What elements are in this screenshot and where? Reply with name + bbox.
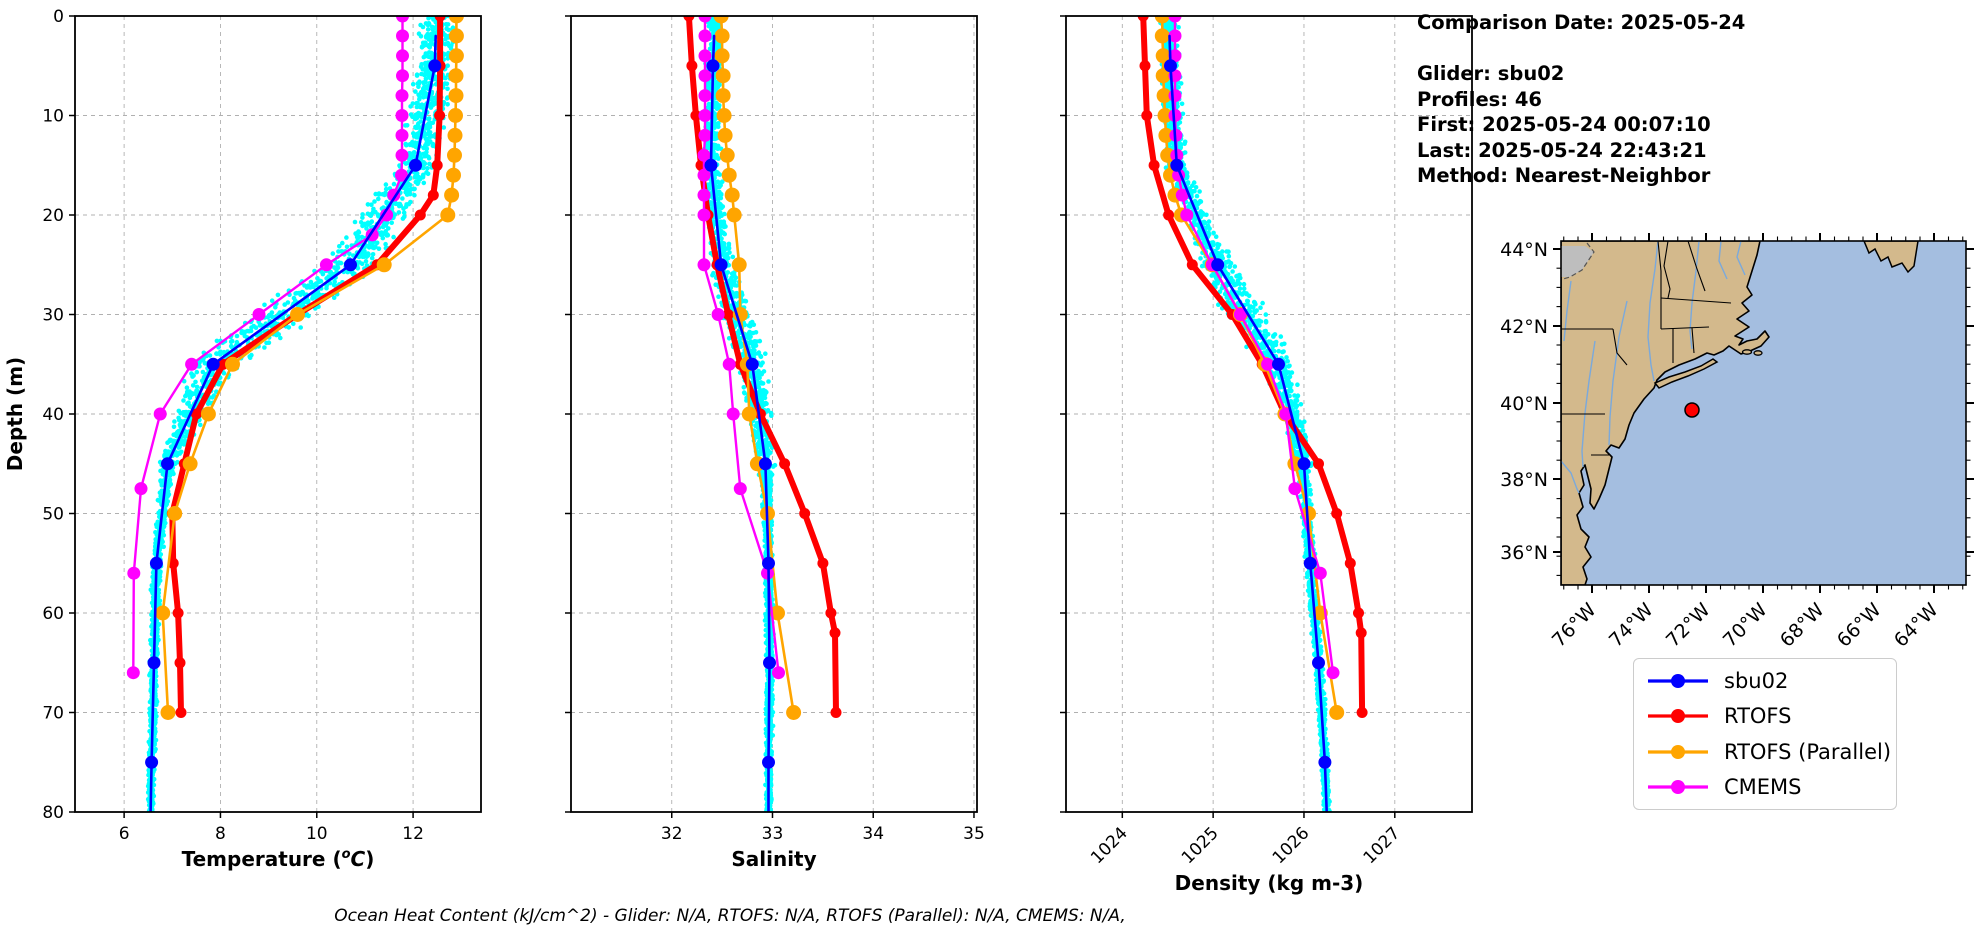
svg-text:6: 6 bbox=[119, 824, 130, 844]
svg-text:8: 8 bbox=[215, 824, 226, 844]
svg-text:40: 40 bbox=[42, 405, 64, 425]
comparison-info-block: Comparison Date: 2025-05-24 Glider: sbu0… bbox=[1417, 10, 1977, 189]
gridlines bbox=[1066, 16, 1472, 812]
x-axis: 32 33 34 35 bbox=[661, 812, 985, 844]
legend-label: RTOFS bbox=[1724, 704, 1792, 729]
temperature-panel: 6 8 10 12 0 10 20 30 40 50 60 70 80 Temperature (oC) D… bbox=[3, 7, 482, 871]
legend-item-sbu02: sbu02 bbox=[1634, 666, 1896, 696]
legend-item-cmems: CMEMS bbox=[1634, 772, 1896, 802]
last-profile-time: Last: 2025-05-24 22:43:21 bbox=[1417, 138, 1707, 162]
x-axis-label: Temperature (oC) bbox=[182, 847, 375, 871]
map-land bbox=[1561, 241, 1770, 585]
svg-text:60: 60 bbox=[42, 604, 64, 624]
profiles-count: Profiles: 46 bbox=[1417, 87, 1542, 111]
density-panel: 1024 1025 1026 1027 Density (kg m-3) bbox=[1060, 15, 1473, 895]
map-rivers bbox=[1561, 241, 1746, 494]
svg-text:10: 10 bbox=[306, 824, 328, 844]
glider-position-marker bbox=[1684, 402, 1700, 418]
legend-item-rtofs: RTOFS bbox=[1634, 701, 1896, 731]
series-sbu02 bbox=[145, 34, 442, 812]
legend-line-sample bbox=[1648, 709, 1708, 724]
gridlines bbox=[571, 16, 977, 812]
legend-label: RTOFS (Parallel) bbox=[1724, 739, 1892, 764]
svg-text:0: 0 bbox=[53, 7, 64, 27]
y-axis bbox=[1060, 15, 1066, 813]
map-nova-scotia bbox=[1863, 241, 1919, 274]
svg-text:80: 80 bbox=[42, 803, 64, 823]
x-axis-label: Density (kg m-3) bbox=[1175, 871, 1364, 895]
y-axis: 0 10 20 30 40 50 60 70 80 bbox=[42, 7, 75, 823]
map-long-island bbox=[1653, 358, 1719, 389]
svg-text:30: 30 bbox=[42, 306, 64, 326]
series-rtofs-parallel- bbox=[155, 16, 464, 720]
series-cmems bbox=[697, 16, 785, 680]
map-island bbox=[1753, 350, 1763, 356]
map-state-borders bbox=[1561, 241, 1732, 456]
spacer-line bbox=[1417, 36, 1977, 62]
y-axis bbox=[565, 15, 571, 813]
legend-line-sample bbox=[1648, 780, 1708, 795]
ocean-heat-content-note: Ocean Heat Content (kJ/cm^2) - Glider: N… bbox=[334, 906, 1126, 926]
legend-label: CMEMS bbox=[1724, 775, 1802, 800]
location-map: 44°N42°N40°N38°N36°N76°W 74°W 72°W 70°W 68°W… bbox=[1500, 233, 1974, 652]
legend-line-sample bbox=[1648, 673, 1708, 688]
svg-text:70: 70 bbox=[42, 704, 64, 724]
map-gray-region bbox=[1561, 246, 1594, 277]
svg-text:20: 20 bbox=[42, 206, 64, 226]
legend: sbu02 RTOFS RTOFS (Parallel) CMEMS bbox=[1633, 658, 1897, 810]
x-axis: 1024 1025 1026 1027 bbox=[1087, 812, 1404, 868]
first-profile-time: First: 2025-05-24 00:07:10 bbox=[1417, 113, 1711, 136]
legend-line-sample bbox=[1648, 744, 1708, 759]
map-border-dashed bbox=[1562, 242, 1595, 280]
series-sbu02 bbox=[1164, 34, 1332, 812]
series-cmems bbox=[126, 16, 409, 680]
svg-text:10: 10 bbox=[42, 107, 64, 127]
interp-method: Method: Nearest-Neighbor bbox=[1417, 164, 1711, 187]
salinity-panel: 32 33 34 35 Salinity bbox=[565, 15, 985, 871]
svg-text:12: 12 bbox=[402, 824, 424, 844]
map-island bbox=[1741, 349, 1753, 355]
comparison-date: Comparison Date: 2025-05-24 bbox=[1417, 11, 1746, 34]
legend-item-rtofs-parallel: RTOFS (Parallel) bbox=[1634, 737, 1896, 767]
legend-label: sbu02 bbox=[1724, 668, 1789, 693]
x-axis: 6 8 10 12 bbox=[119, 812, 424, 844]
map-ticks bbox=[1553, 233, 1974, 593]
series-sbu02 bbox=[704, 34, 776, 812]
glider-name: Glider: sbu02 bbox=[1417, 62, 1565, 85]
x-axis-label: Salinity bbox=[731, 847, 816, 871]
y-axis-label: Depth (m) bbox=[3, 357, 27, 471]
svg-text:50: 50 bbox=[42, 505, 64, 525]
